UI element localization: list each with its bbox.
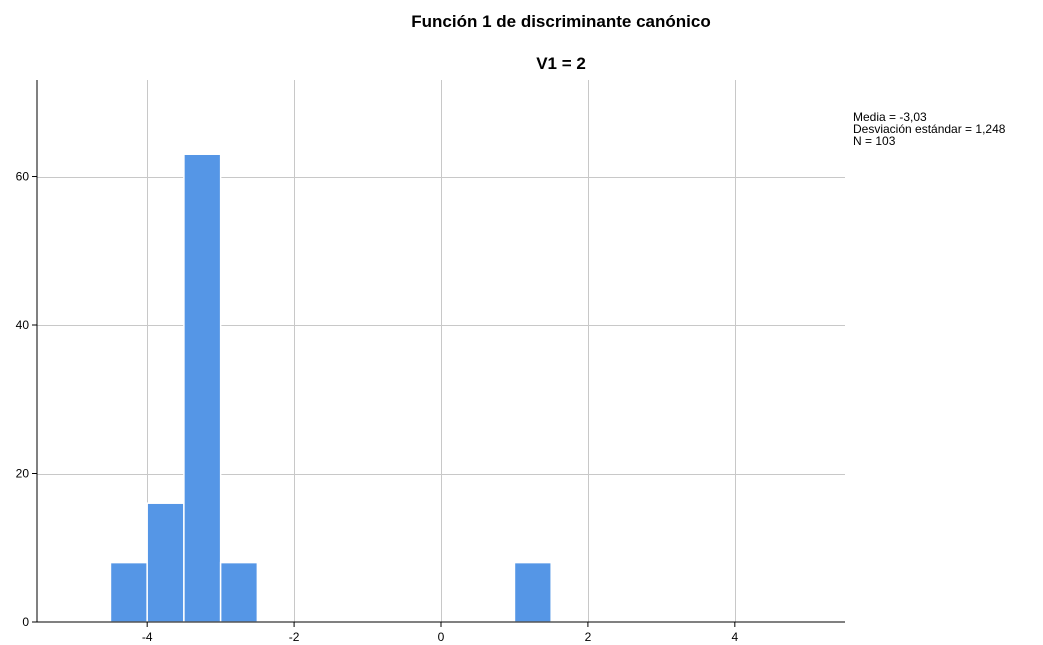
x-tick-labels: -4 -2 0 2 4 bbox=[142, 622, 738, 644]
y-tick-label: 0 bbox=[22, 615, 29, 629]
histogram-bar-4 bbox=[513, 561, 552, 623]
histogram-bar-2 bbox=[183, 153, 222, 623]
stats-box: Media = -3,03 Desviación estándar = 1,24… bbox=[853, 110, 1006, 148]
histogram-bar-3 bbox=[219, 561, 259, 623]
stats-std: Desviación estándar = 1,248 bbox=[853, 122, 1006, 136]
x-tick-label: 0 bbox=[438, 630, 445, 644]
chart-title: Función 1 de discriminante canónico bbox=[411, 12, 710, 31]
histogram-bar-0 bbox=[109, 561, 148, 623]
x-tick-label: -4 bbox=[142, 630, 153, 644]
x-tick-label: 2 bbox=[585, 630, 592, 644]
x-tick-label: 4 bbox=[731, 630, 738, 644]
x-tick-label: -2 bbox=[289, 630, 300, 644]
histogram-bar-1 bbox=[146, 502, 185, 623]
histogram-bars bbox=[109, 153, 552, 623]
stats-n: N = 103 bbox=[853, 134, 896, 148]
stats-mean: Media = -3,03 bbox=[853, 110, 927, 124]
y-tick-label: 60 bbox=[16, 170, 30, 184]
y-tick-label: 40 bbox=[16, 318, 30, 332]
chart-subtitle: V1 = 2 bbox=[536, 54, 586, 73]
gridlines bbox=[37, 80, 845, 622]
y-tick-label: 20 bbox=[16, 467, 30, 481]
y-tick-labels: 0 20 40 60 bbox=[16, 170, 37, 629]
